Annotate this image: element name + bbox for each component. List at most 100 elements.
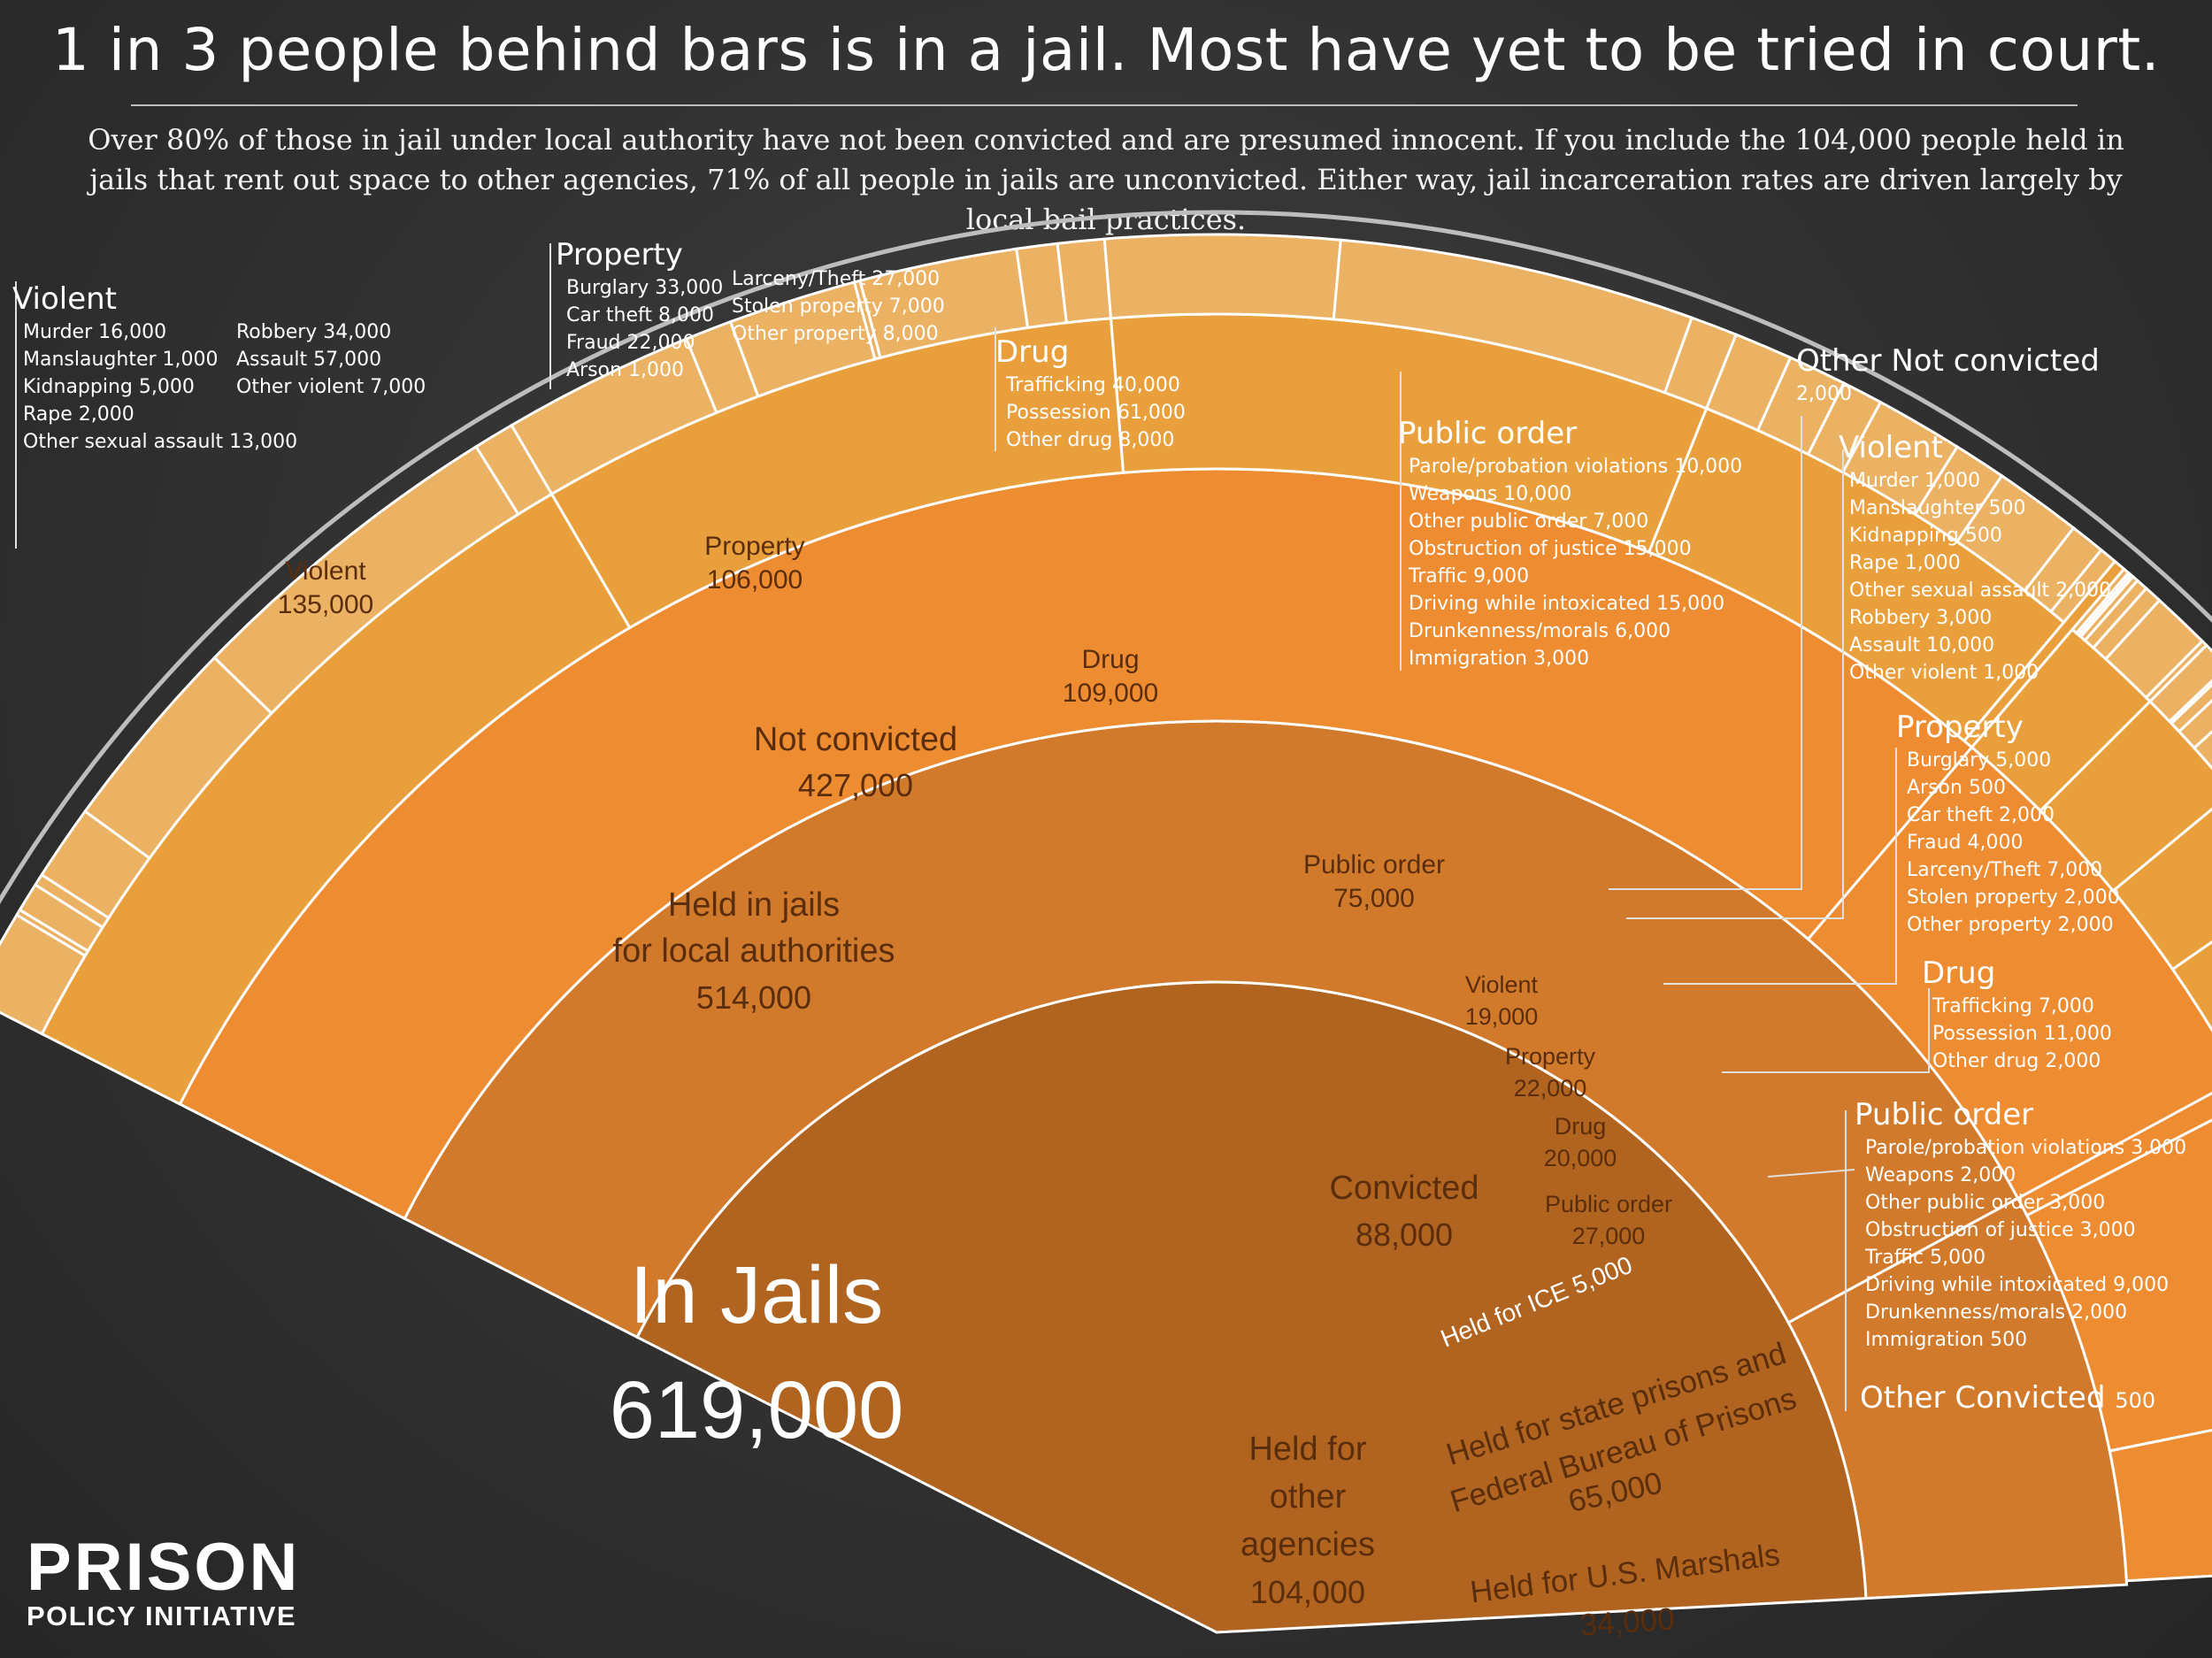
logo: PRISON POLICY INITIATIVE bbox=[27, 1534, 300, 1632]
callout-nc-drug-item-0: Trafficking 40,000 bbox=[1006, 374, 1180, 396]
cv-cat-value-0: 19,000 bbox=[1465, 1003, 1539, 1030]
leader-line-7 bbox=[1722, 988, 1930, 1073]
callout-nc-violent-item-2: Kidnapping 5,000 bbox=[23, 376, 195, 398]
ring1-other-label-1: other bbox=[1270, 1478, 1347, 1516]
callout-nc-public-order-item-7: Immigration 3,000 bbox=[1409, 648, 1590, 670]
callout-cv-public-order: Public order Parole/probation violations … bbox=[1855, 1097, 2186, 1354]
callout-cv-public-order-item-6: Drunkenness/morals 2,000 bbox=[1865, 1301, 2128, 1324]
logo-line2: POLICY INITIATIVE bbox=[27, 1600, 297, 1631]
nc-cat-value-0: 135,000 bbox=[278, 590, 373, 619]
callout-cv-violent-item-5: Robbery 3,000 bbox=[1849, 607, 1993, 629]
callout-cv-property-heading: Property bbox=[1896, 710, 2024, 745]
callout-nc-public-order-item-2: Other public order 7,000 bbox=[1409, 510, 1649, 533]
ring1-other-label-0: Held for bbox=[1248, 1431, 1366, 1468]
callout-cv-public-order-item-4: Traffic 5,000 bbox=[1865, 1247, 1986, 1269]
callout-nc-property-b-item-0: Larceny/Theft 27,000 bbox=[732, 268, 941, 290]
callout-nc-other-value: 2,000 bbox=[1796, 383, 1852, 405]
callout-cv-property-item-3: Fraud 4,000 bbox=[1907, 832, 2024, 854]
ring2-nc-label: Not convicted bbox=[754, 721, 957, 758]
chart-title: 1 in 3 people behind bars is in a jail. … bbox=[51, 16, 2161, 84]
nc-cat-label-1: Property bbox=[704, 532, 804, 561]
callout-nc-property-b-item-1: Stolen property 7,000 bbox=[732, 296, 945, 318]
leader-line-5 bbox=[1626, 449, 1844, 919]
cv-cat-label-3: Public order bbox=[1545, 1191, 1672, 1217]
callout-cv-violent-item-4: Other sexual assault 2,000 bbox=[1849, 580, 2112, 602]
callout-cv-public-order-item-7: Immigration 500 bbox=[1865, 1329, 2028, 1351]
cv-cat-3 bbox=[2170, 940, 2212, 1033]
callout-cv-violent-item-6: Assault 10,000 bbox=[1849, 634, 1995, 656]
callout-cv-public-order-item-2: Other public order 3,000 bbox=[1865, 1192, 2106, 1214]
root-label: In Jails bbox=[630, 1250, 883, 1340]
callout-nc-property-item-3: Arson 1,000 bbox=[566, 359, 684, 381]
callout-cv-drug-heading: Drug bbox=[1922, 956, 1996, 991]
callout-nc-property-item-0: Burglary 33,000 bbox=[566, 277, 724, 299]
callout-nc-violent-heading: Violent bbox=[12, 281, 118, 317]
root-value: 619,000 bbox=[610, 1365, 904, 1455]
callout-nc-public-order-heading: Public order bbox=[1398, 416, 1578, 451]
callout-nc-violent-b-item-1: Assault 57,000 bbox=[236, 349, 382, 371]
callout-nc-violent-item-4: Other sexual assault 13,000 bbox=[23, 431, 298, 453]
callout-cv-public-order-heading: Public order bbox=[1855, 1097, 2034, 1132]
callout-nc-drug-item-1: Possession 61,000 bbox=[1006, 402, 1186, 424]
callout-nc-violent-b-item-0: Robbery 34,000 bbox=[236, 321, 392, 343]
callout-nc-violent-item-1: Manslaughter 1,000 bbox=[23, 349, 219, 371]
callout-cv-other-value: 500 bbox=[2115, 1388, 2156, 1413]
ring2-conv-label: Convicted bbox=[1330, 1170, 1479, 1207]
callout-nc-public-order: Public order Parole/probation violations … bbox=[1398, 416, 1742, 672]
callout-cv-violent-item-2: Kidnapping 500 bbox=[1849, 525, 2002, 547]
callout-nc-property-item-2: Fraud 22,000 bbox=[566, 332, 695, 354]
callout-cv-property: Property Burglary 5,000 Arson 500 Car theft… bbox=[1896, 710, 2120, 939]
callout-cv-drug: Drug Trafficking 7,000 Possession 11,000 Ot… bbox=[1922, 956, 2112, 1075]
callout-cv-property-item-2: Car theft 2,000 bbox=[1907, 804, 2055, 826]
callout-nc-violent-b-item-2: Other violent 7,000 bbox=[236, 376, 426, 398]
callout-cv-other: Other Convicted 500 bbox=[1860, 1380, 2155, 1417]
other-state bbox=[2024, 1118, 2212, 1453]
ring2-conv-value: 88,000 bbox=[1356, 1217, 1453, 1253]
other-marshals bbox=[2108, 1428, 2212, 1583]
ring1-local-label: Held in jails bbox=[668, 887, 840, 924]
callout-cv-public-order-item-1: Weapons 2,000 bbox=[1865, 1164, 2016, 1186]
callout-nc-other: Other Not convicted 2,000 bbox=[1796, 343, 2100, 408]
callout-nc-drug-item-2: Other drug 8,000 bbox=[1006, 429, 1175, 451]
nc-cat-label-2: Drug bbox=[1081, 645, 1139, 674]
callout-cv-violent-heading: Violent bbox=[1839, 430, 1944, 465]
callout-nc-other-heading: Other Not convicted bbox=[1796, 343, 2100, 379]
callout-cv-property-item-1: Arson 500 bbox=[1907, 777, 2006, 799]
callout-nc-violent-item-3: Rape 2,000 bbox=[23, 403, 134, 426]
callout-cv-violent-item-1: Manslaughter 500 bbox=[1849, 497, 2026, 519]
callout-cv-property-item-4: Larceny/Theft 7,000 bbox=[1907, 859, 2103, 881]
ring2-nc-value: 427,000 bbox=[798, 767, 913, 803]
nc-cat-label-3: Public order bbox=[1303, 850, 1445, 879]
callout-cv-property-item-5: Stolen property 2,000 bbox=[1907, 887, 2120, 909]
callout-cv-drug-item-1: Possession 11,000 bbox=[1932, 1023, 2112, 1045]
callout-cv-violent: Violent Murder 1,000 Manslaughter 500 Kidna… bbox=[1839, 430, 2111, 687]
other-marshals-value: 34,000 bbox=[1578, 1601, 1676, 1642]
callout-cv-public-order-item-3: Obstruction of justice 3,000 bbox=[1865, 1219, 2136, 1241]
nc-cat-value-2: 109,000 bbox=[1063, 679, 1158, 708]
cv-sub-1-4 bbox=[2192, 730, 2212, 771]
cv-cat-value-1: 22,000 bbox=[1514, 1075, 1587, 1101]
callout-cv-property-item-6: Other property 2,000 bbox=[1907, 914, 2114, 936]
callout-cv-violent-item-3: Rape 1,000 bbox=[1849, 552, 1961, 574]
nc-cat-value-3: 75,000 bbox=[1333, 884, 1415, 913]
callout-nc-property-heading: Property bbox=[556, 237, 683, 272]
callout-cv-drug-item-0: Trafficking 7,000 bbox=[1932, 995, 2094, 1017]
callout-cv-other-heading: Other Convicted 500 bbox=[1860, 1380, 2156, 1416]
callout-cv-violent-item-0: Murder 1,000 bbox=[1849, 470, 1981, 492]
callout-cv-public-order-item-0: Parole/probation violations 3,000 bbox=[1865, 1137, 2187, 1159]
callout-cv-drug-item-2: Other drug 2,000 bbox=[1932, 1050, 2101, 1072]
callout-nc-public-order-item-1: Weapons 10,000 bbox=[1409, 483, 1572, 505]
callout-cv-property-item-0: Burglary 5,000 bbox=[1907, 749, 2052, 771]
ring1-local-label2: for local authorities bbox=[613, 933, 895, 970]
title-rule bbox=[131, 104, 2078, 106]
leader-line-8 bbox=[1767, 1169, 1855, 1178]
callout-cv-public-order-item-5: Driving while intoxicated 9,000 bbox=[1865, 1274, 2170, 1296]
ring1-other-label-2: agencies bbox=[1240, 1526, 1375, 1563]
callout-nc-drug: Drug Trafficking 40,000 Possession 61,000 O… bbox=[995, 334, 1186, 454]
cv-cat-value-3: 27,000 bbox=[1572, 1223, 1646, 1249]
ring1-local-value: 514,000 bbox=[696, 979, 811, 1016]
callout-nc-violent-item-0: Murder 16,000 bbox=[23, 321, 167, 343]
callout-nc-public-order-item-0: Parole/probation violations 10,000 bbox=[1409, 456, 1743, 478]
nc-sub-1-6 bbox=[1056, 237, 1113, 325]
